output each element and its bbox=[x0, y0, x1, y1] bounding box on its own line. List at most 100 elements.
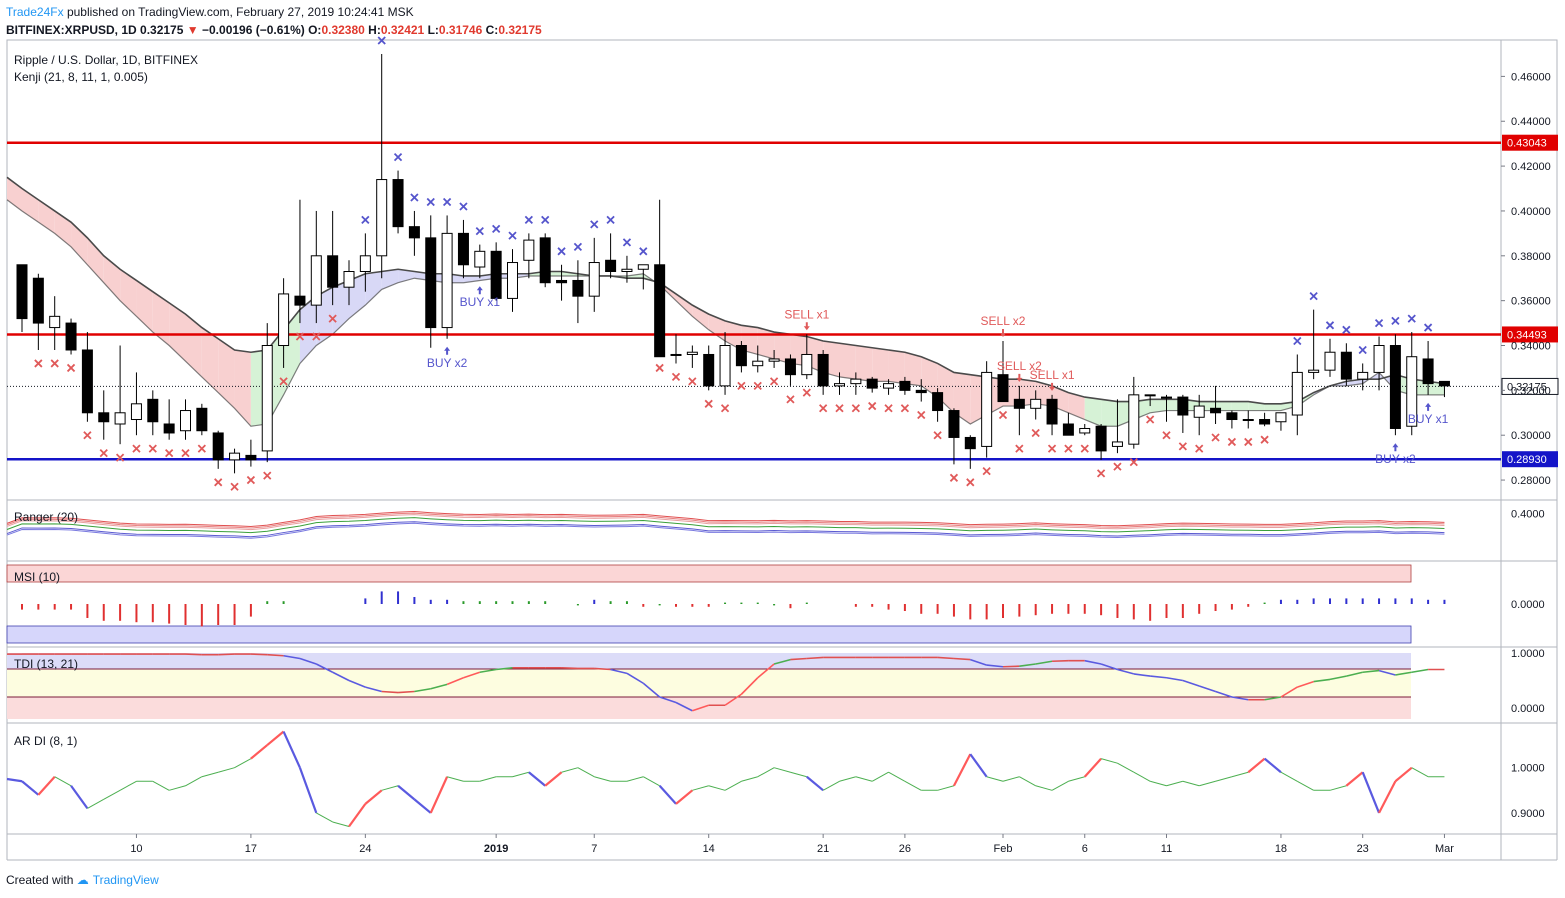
ardi-line-segment bbox=[1394, 766, 1413, 783]
tdi-line-segment bbox=[1133, 673, 1151, 677]
ardi-line-segment bbox=[6, 777, 23, 783]
ardi-line-segment bbox=[21, 780, 40, 796]
y-tick-label: 0.36000 bbox=[1511, 296, 1551, 308]
ardi-line-segment bbox=[839, 776, 856, 782]
bear-candle bbox=[1013, 398, 1025, 409]
last-price: 0.32175 bbox=[140, 23, 184, 37]
bear-candle bbox=[457, 232, 469, 266]
y-tick-label: 0.34000 bbox=[1511, 341, 1551, 353]
close-value: 0.32175 bbox=[498, 23, 542, 37]
tradingview-link[interactable]: TradingView bbox=[92, 873, 159, 887]
sell-x-marker bbox=[165, 449, 174, 458]
buy-x-marker bbox=[573, 242, 583, 251]
bear-candle bbox=[1340, 351, 1352, 380]
tdi-line-segment bbox=[315, 663, 334, 673]
x-tick-label: 14 bbox=[703, 843, 715, 855]
ardi-line-segment bbox=[528, 771, 546, 787]
kenji-cloud-segment bbox=[299, 296, 317, 364]
published-text: published on TradingView.com, February 2… bbox=[66, 5, 414, 19]
kenji-cloud-segment bbox=[888, 349, 905, 384]
buy-x-marker bbox=[361, 215, 370, 225]
publisher-name[interactable]: Trade24Fx bbox=[6, 5, 64, 19]
ardi-line-segment bbox=[561, 767, 579, 773]
sell-signal-label: SELL x2 bbox=[981, 314, 1026, 328]
main-title: Ripple / U.S. Dollar, 1D, BITFINEX bbox=[14, 53, 198, 67]
ardi-line-segment bbox=[364, 789, 383, 805]
sell-x-marker bbox=[1146, 415, 1155, 424]
ranger-y-tick-label: 0.4000 bbox=[1511, 509, 1545, 521]
tdi-line-segment bbox=[806, 656, 824, 660]
bear-candle bbox=[245, 454, 257, 461]
buy-x-marker bbox=[1309, 292, 1318, 301]
tdi-line-segment bbox=[773, 658, 791, 665]
bear-candle bbox=[932, 392, 944, 412]
sell-x-marker bbox=[786, 395, 795, 404]
buy-x-marker bbox=[1358, 345, 1367, 355]
sell-x-marker bbox=[884, 404, 893, 413]
kenji-cloud-segment bbox=[103, 255, 121, 301]
bull-candle bbox=[1357, 371, 1369, 380]
sell-x-marker bbox=[1080, 444, 1089, 453]
kenji-cloud-segment bbox=[839, 343, 856, 380]
buy-x-marker bbox=[524, 215, 533, 225]
tdi-line-segment bbox=[446, 677, 464, 686]
buy-x-marker bbox=[1293, 336, 1302, 346]
buy-x-marker bbox=[590, 220, 599, 229]
tdi-line-segment bbox=[594, 667, 611, 671]
tdi-line-segment bbox=[953, 657, 971, 661]
tdi-y-tick-label: 1.0000 bbox=[1511, 648, 1545, 660]
kenji-cloud-segment bbox=[7, 177, 22, 211]
ardi-title: AR DI (8, 1) bbox=[14, 734, 77, 748]
bear-candle bbox=[147, 398, 159, 423]
sell-x-marker bbox=[933, 431, 942, 440]
bear-candle bbox=[1389, 345, 1401, 429]
y-tick-label: 0.40000 bbox=[1511, 206, 1551, 218]
ardi-line-segment bbox=[1117, 762, 1135, 773]
bull-candle bbox=[670, 353, 682, 356]
bull-candle bbox=[343, 271, 355, 288]
ardi-line-segment bbox=[757, 767, 775, 778]
tdi-line-segment bbox=[1035, 660, 1053, 665]
ranger-band-line bbox=[6, 522, 1445, 539]
ardi-line-segment bbox=[904, 780, 922, 791]
sell-x-marker bbox=[1162, 431, 1171, 440]
bear-candle bbox=[1062, 423, 1074, 436]
ardi-line-segment bbox=[1297, 780, 1314, 791]
tdi-line-segment bbox=[1346, 671, 1363, 677]
tdi-line-segment bbox=[1182, 679, 1200, 687]
x-tick-label: 26 bbox=[899, 843, 911, 855]
ardi-line-segment bbox=[675, 789, 694, 805]
sell-x-marker bbox=[132, 444, 141, 453]
ardi-line-segment bbox=[969, 753, 988, 778]
ardi-line-segment bbox=[1150, 780, 1167, 787]
kenji-cloud-segment bbox=[87, 237, 104, 283]
sell-x-marker bbox=[688, 377, 697, 386]
sell-arrow-icon bbox=[1000, 329, 1006, 338]
sell-x-marker bbox=[655, 363, 664, 373]
x-tick-label: 23 bbox=[1357, 843, 1369, 855]
buy-x-marker bbox=[1325, 321, 1335, 330]
ardi-line-segment bbox=[169, 785, 186, 791]
buy-x-marker bbox=[442, 197, 452, 207]
ranger-band-line bbox=[6, 514, 1445, 531]
bull-candle bbox=[850, 378, 862, 385]
bear-candle bbox=[425, 237, 437, 329]
sell-x-marker bbox=[753, 381, 762, 391]
ardi-line-segment bbox=[479, 776, 497, 782]
sell-arrow-icon bbox=[803, 322, 810, 331]
bear-candle bbox=[1177, 396, 1189, 416]
bear-candle bbox=[915, 389, 927, 394]
low-label: L: bbox=[427, 23, 439, 37]
msi-upper-band bbox=[6, 564, 1412, 583]
publisher-line: Trade24Fx published on TradingView.com, … bbox=[6, 5, 414, 19]
bull-candle bbox=[686, 351, 698, 355]
tdi-line-segment bbox=[1231, 696, 1249, 701]
ardi-line-segment bbox=[54, 776, 72, 787]
ardi-line-segment bbox=[692, 785, 709, 791]
sell-x-marker bbox=[819, 404, 828, 413]
sell-x-marker bbox=[1178, 442, 1187, 451]
bear-candle bbox=[212, 432, 224, 461]
tdi-line-segment bbox=[724, 693, 742, 706]
buy-x-marker bbox=[622, 238, 632, 247]
